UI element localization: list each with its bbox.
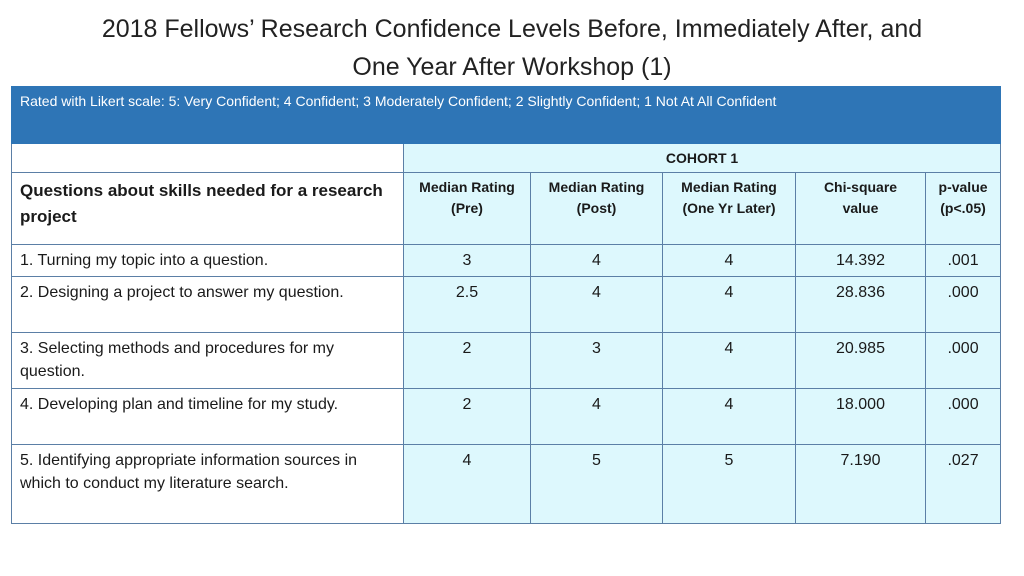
chi-square-cell: 18.000 (795, 388, 926, 445)
col-header-median-pre: Median Rating (Pre) (403, 172, 531, 245)
col-header-label: Median Rating (681, 179, 777, 195)
col-header-label: Chi-square (823, 179, 898, 195)
col-header-label: Median Rating (548, 179, 645, 195)
col-header-sublabel: (One Yr Later) (682, 200, 776, 216)
question-cell: 4. Developing plan and timeline for my s… (11, 388, 404, 445)
table-row: 2. Designing a project to answer my ques… (11, 276, 1002, 333)
median-pre-cell: 4 (403, 444, 531, 524)
chi-square-cell: 28.836 (795, 276, 926, 333)
median-pre-cell: 2.5 (403, 276, 531, 333)
col-header-sublabel: (Pre) (451, 200, 483, 216)
col-header-p-value: p-value (p<.05) (924, 172, 1002, 245)
question-cell: 1. Turning my topic into a question. (11, 244, 404, 277)
cohort-header: COHORT 1 (402, 143, 1002, 173)
question-cell: 3. Selecting methods and procedures for … (11, 332, 404, 389)
p-value-cell: .027 (924, 444, 1002, 524)
results-table: Rated with Likert scale: 5: Very Confide… (10, 86, 1002, 524)
p-value-cell: .000 (924, 276, 1002, 333)
median-pre-cell: 2 (403, 388, 531, 445)
col-header-sublabel: (Post) (576, 200, 617, 216)
col-header-sublabel: (p<.05) (940, 200, 986, 216)
median-pre-cell: 3 (403, 244, 531, 277)
col-header-chi-square: Chi-square value (795, 172, 926, 245)
median-one-year-cell: 4 (662, 388, 796, 445)
col-header-median-one-year: Median Rating (One Yr Later) (662, 172, 796, 245)
slide-title-line-1: 2018 Fellows’ Research Confidence Levels… (101, 15, 923, 43)
questions-column-header: Questions about skills needed for a rese… (11, 172, 404, 245)
table-row: 4. Developing plan and timeline for my s… (11, 388, 1002, 445)
p-value-cell: .000 (924, 332, 1002, 389)
table-row: 3. Selecting methods and procedures for … (11, 332, 1002, 389)
col-header-sublabel: value (842, 200, 879, 216)
slide-title-line-2: One Year After Workshop (1) (352, 53, 672, 81)
chi-square-cell: 7.190 (795, 444, 926, 524)
table-row: 5. Identifying appropriate information s… (11, 444, 1002, 524)
col-header-median-post: Median Rating (Post) (530, 172, 663, 245)
col-header-label: p-value (938, 179, 988, 195)
median-pre-cell: 2 (403, 332, 531, 389)
col-header-label: Median Rating (419, 179, 515, 195)
median-post-cell: 5 (530, 444, 663, 524)
p-value-cell: .000 (924, 388, 1002, 445)
chi-square-cell: 14.392 (795, 244, 926, 277)
median-one-year-cell: 4 (662, 244, 796, 277)
median-one-year-cell: 4 (662, 276, 796, 333)
likert-scale-banner: Rated with Likert scale: 5: Very Confide… (10, 86, 1002, 144)
chi-square-cell: 20.985 (795, 332, 926, 389)
median-post-cell: 4 (530, 244, 663, 277)
slide-title: 2018 Fellows’ Research Confidence Levels… (0, 10, 1024, 86)
question-cell: 2. Designing a project to answer my ques… (11, 276, 404, 333)
blank-header-cell (11, 143, 404, 173)
p-value-cell: .001 (924, 244, 1002, 277)
median-post-cell: 3 (530, 332, 663, 389)
median-post-cell: 4 (530, 276, 663, 333)
median-post-cell: 4 (530, 388, 663, 445)
table-row: 1. Turning my topic into a question. 3 4… (11, 244, 1002, 277)
median-one-year-cell: 4 (662, 332, 796, 389)
median-one-year-cell: 5 (662, 444, 796, 524)
question-cell: 5. Identifying appropriate information s… (11, 444, 404, 524)
